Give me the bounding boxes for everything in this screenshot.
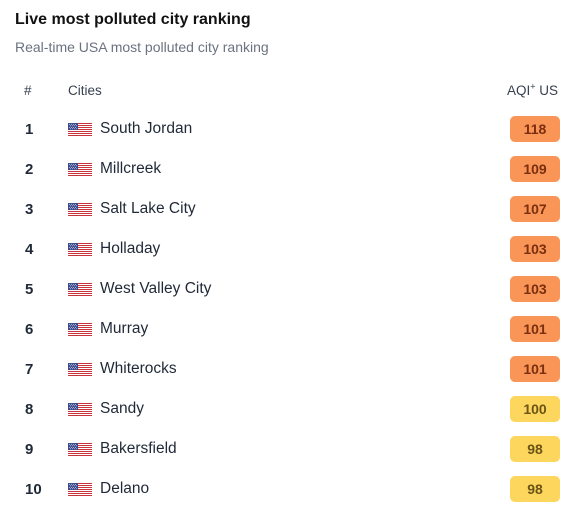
city-name[interactable]: Bakersfield [100, 440, 177, 457]
city-name[interactable]: Holladay [100, 240, 161, 257]
us-flag-icon [68, 403, 92, 416]
city-name[interactable]: Millcreek [100, 160, 162, 177]
us-flag-icon [68, 363, 92, 376]
table-row[interactable]: 6 Murray 101 [0, 310, 586, 350]
aqi-badge: 101 [510, 356, 560, 382]
column-header-aqi[interactable]: AQI+ US [506, 81, 558, 98]
us-flag-icon [68, 163, 92, 176]
table-row[interactable]: 1 South Jordan 118 [0, 110, 586, 150]
rank-number: 2 [25, 161, 34, 178]
aqi-badge: 98 [510, 436, 560, 462]
page-title: Live most polluted city ranking [15, 11, 251, 28]
aqi-badge: 103 [510, 276, 560, 302]
table-row[interactable]: 2 Millcreek 109 [0, 150, 586, 190]
aqi-unit: US [535, 83, 558, 98]
rank-number: 10 [25, 481, 42, 498]
column-header-rank: # [24, 83, 32, 98]
aqi-badge: 103 [510, 236, 560, 262]
table-header: # Cities AQI+ US [0, 81, 586, 101]
rank-number: 3 [25, 201, 34, 218]
aqi-badge: 98 [510, 476, 560, 502]
rank-number: 4 [25, 241, 34, 258]
city-name[interactable]: Salt Lake City [100, 200, 196, 217]
rank-number: 1 [25, 121, 34, 138]
rank-number: 6 [25, 321, 34, 338]
aqi-label: AQI [506, 83, 531, 98]
city-name[interactable]: West Valley City [100, 280, 212, 297]
aqi-badge: 100 [510, 396, 560, 422]
table-row[interactable]: 3 Salt Lake City 107 [0, 190, 586, 230]
aqi-badge: 109 [510, 156, 560, 182]
aqi-superscript: + [530, 81, 536, 92]
table-row[interactable]: 5 West Valley City 103 [0, 270, 586, 310]
table-row[interactable]: 10 Delano 98 [0, 470, 586, 510]
aqi-badge: 107 [510, 196, 560, 222]
ranking-list: 1 South Jordan 118 2 [0, 110, 586, 510]
column-header-cities: Cities [68, 83, 102, 98]
aqi-badge: 118 [510, 116, 560, 142]
us-flag-icon [68, 323, 92, 336]
city-name[interactable]: Whiterocks [100, 360, 177, 377]
city-name[interactable]: South Jordan [100, 120, 193, 137]
us-flag-icon [68, 283, 92, 296]
table-row[interactable]: 8 Sandy 100 [0, 390, 586, 430]
rank-number: 8 [25, 401, 34, 418]
us-flag-icon [68, 203, 92, 216]
page-subtitle: Real-time USA most polluted city ranking [15, 39, 269, 55]
us-flag-icon [68, 483, 92, 496]
table-row[interactable]: 7 Whiterocks 101 [0, 350, 586, 390]
us-flag-icon [68, 243, 92, 256]
rank-number: 5 [25, 281, 34, 298]
rank-number: 7 [25, 361, 34, 378]
table-row[interactable]: 4 Holladay 103 [0, 230, 586, 270]
aqi-badge: 101 [510, 316, 560, 342]
us-flag-icon [68, 443, 92, 456]
city-name[interactable]: Sandy [100, 400, 144, 417]
us-flag-icon [68, 123, 92, 136]
city-name[interactable]: Murray [100, 320, 149, 337]
city-name[interactable]: Delano [100, 480, 150, 497]
rank-number: 9 [25, 441, 34, 458]
table-row[interactable]: 9 Bakersfield 98 [0, 430, 586, 470]
